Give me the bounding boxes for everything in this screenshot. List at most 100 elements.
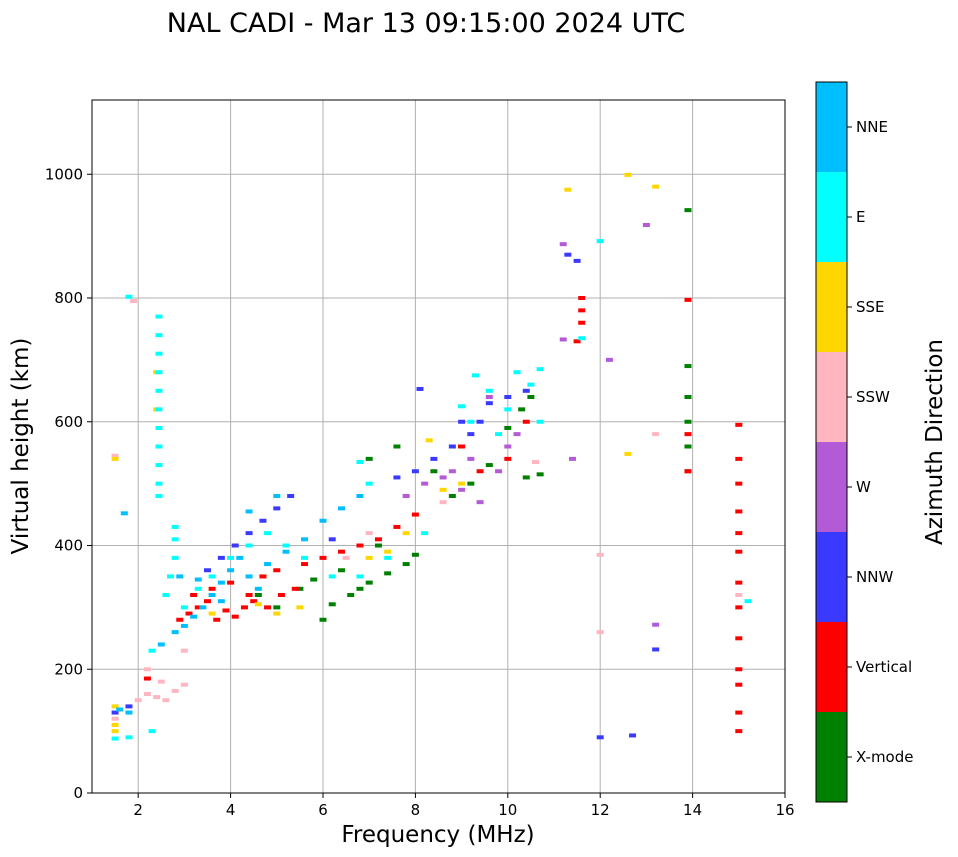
data-point — [365, 481, 373, 486]
data-point — [393, 444, 401, 449]
colorbar-frame — [815, 81, 848, 803]
y-tick-label: 600 — [54, 413, 83, 431]
data-point — [536, 367, 544, 372]
data-point — [578, 296, 586, 300]
colorbar-tick-label: SSW — [856, 388, 890, 406]
data-point — [365, 531, 373, 536]
data-point — [522, 388, 530, 393]
data-point — [301, 537, 309, 542]
data-point — [735, 509, 743, 514]
data-point — [111, 736, 119, 741]
data-point — [652, 622, 660, 627]
data-point — [259, 518, 267, 523]
data-point — [684, 432, 692, 437]
data-point — [559, 337, 567, 342]
colorbar-tick-label: E — [856, 208, 865, 226]
data-point — [458, 404, 466, 409]
data-point — [356, 586, 364, 591]
data-point — [250, 599, 258, 604]
data-point — [337, 549, 345, 554]
data-point — [337, 506, 345, 511]
data-point — [245, 574, 253, 579]
data-point — [522, 475, 530, 480]
data-point — [155, 351, 163, 356]
data-point — [568, 456, 576, 461]
data-point — [684, 419, 692, 424]
data-point — [467, 456, 475, 461]
y-axis-ticks: 0 200 400 600 800 1000 — [45, 165, 92, 802]
data-point — [185, 611, 193, 616]
data-point — [504, 444, 512, 449]
colorbar-tick-label: W — [856, 478, 871, 496]
data-point — [652, 432, 660, 437]
data-point — [504, 456, 512, 461]
data-point — [573, 258, 581, 263]
data-point — [513, 370, 521, 375]
data-point — [208, 574, 216, 579]
data-point — [564, 187, 572, 192]
data-point — [684, 208, 692, 213]
data-point — [227, 568, 235, 573]
data-point — [259, 574, 267, 579]
data-point — [448, 444, 456, 449]
data-point — [684, 395, 692, 399]
data-point — [624, 451, 632, 456]
data-point — [735, 636, 743, 641]
data-point — [416, 386, 424, 391]
data-point — [204, 568, 211, 573]
data-point — [467, 481, 475, 486]
data-point — [448, 469, 456, 474]
colorbar-segment — [816, 172, 847, 262]
data-point — [155, 425, 163, 430]
data-point — [504, 395, 512, 399]
data-point — [301, 562, 309, 567]
data-point — [471, 373, 479, 378]
data-point — [564, 252, 572, 257]
data-point — [458, 419, 466, 424]
data-point — [155, 333, 163, 338]
data-point — [684, 364, 692, 369]
data-point — [735, 531, 743, 536]
data-point — [425, 438, 433, 443]
data-point — [652, 184, 660, 189]
data-point — [120, 511, 128, 516]
data-point — [171, 524, 179, 529]
data-point — [180, 682, 188, 687]
data-point — [162, 698, 170, 703]
data-point — [130, 299, 138, 304]
data-point — [596, 630, 604, 635]
data-point — [532, 459, 540, 464]
data-point — [365, 456, 373, 461]
data-point — [513, 432, 521, 437]
data-point — [735, 549, 743, 554]
data-point — [684, 444, 692, 449]
data-point — [264, 562, 272, 567]
colorbar-segment — [816, 442, 847, 532]
data-point — [439, 487, 447, 492]
data-point — [155, 463, 163, 468]
data-point — [536, 419, 544, 424]
data-point — [735, 422, 743, 427]
data-point — [291, 586, 299, 591]
data-point — [411, 512, 419, 517]
data-point — [735, 710, 743, 715]
y-tick-label: 200 — [54, 660, 83, 678]
data-point — [155, 388, 163, 393]
data-point — [296, 605, 304, 610]
series-sse — [111, 172, 660, 734]
data-point — [485, 401, 493, 406]
data-point — [245, 593, 253, 597]
data-point — [240, 605, 248, 610]
data-point — [356, 574, 364, 579]
data-point — [236, 555, 244, 560]
data-point — [296, 586, 304, 591]
data-point — [231, 543, 239, 548]
y-axis-label: Virtual height (km) — [8, 338, 34, 555]
data-point — [217, 580, 225, 585]
data-point — [430, 469, 438, 474]
series-nnw — [111, 252, 660, 740]
data-point — [167, 574, 175, 579]
colorbar-segment — [816, 712, 847, 802]
data-point — [328, 537, 336, 542]
data-point — [213, 617, 221, 622]
